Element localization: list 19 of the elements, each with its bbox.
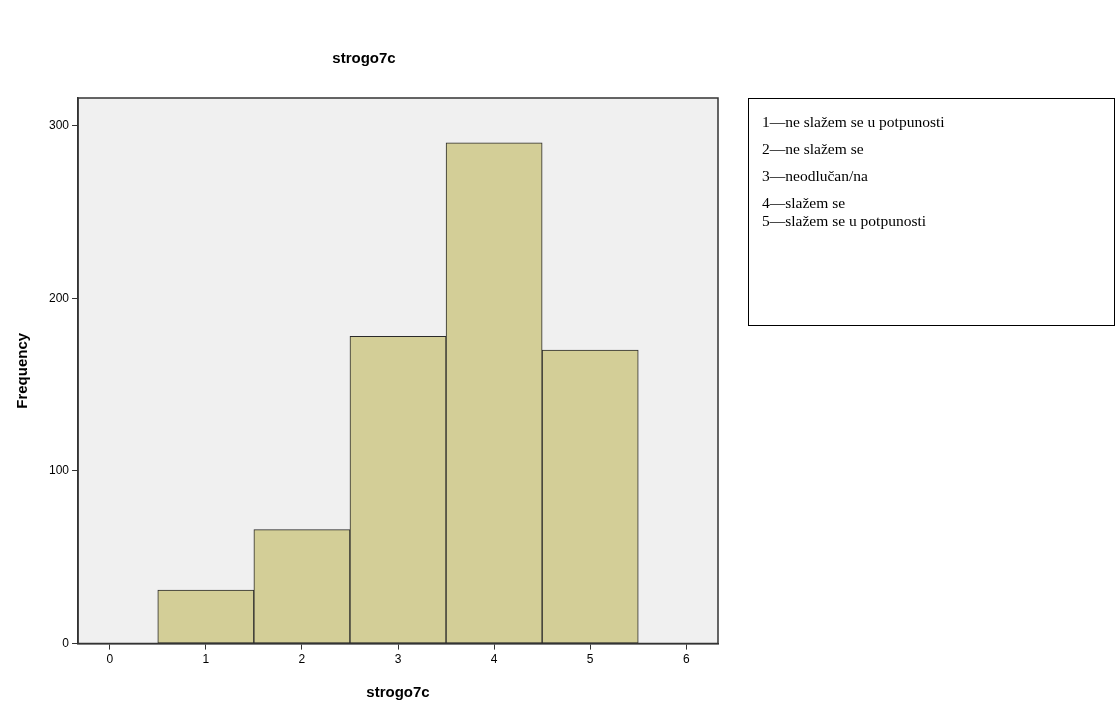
- chart-title: strogo7c: [332, 49, 396, 67]
- x-tick-label: 4: [490, 652, 498, 667]
- x-tick-label: 0: [106, 652, 114, 667]
- y-tick-label: 100: [48, 463, 70, 478]
- y-tick-label: 0: [62, 635, 70, 650]
- x-tick-label: 3: [394, 652, 402, 667]
- text: 5—slažem se u potpunosti: [762, 212, 928, 230]
- x-tick-label: 2: [298, 652, 306, 667]
- y-tick-label: 200: [48, 290, 70, 305]
- x-tick-label: 6: [682, 652, 690, 667]
- text: 4—slažem se: [762, 194, 847, 212]
- text: 3—neodlučan/na: [762, 167, 869, 185]
- text: 1—ne slažem se u potpunosti: [762, 113, 946, 131]
- y-tick-label: 300: [48, 117, 70, 132]
- x-tick-label: 5: [586, 652, 594, 667]
- text: 2—ne slažem se: [762, 140, 865, 158]
- y-axis-title: Frequency: [13, 332, 31, 409]
- x-axis-title: strogo7c: [366, 683, 430, 701]
- x-tick-label: 1: [202, 652, 210, 667]
